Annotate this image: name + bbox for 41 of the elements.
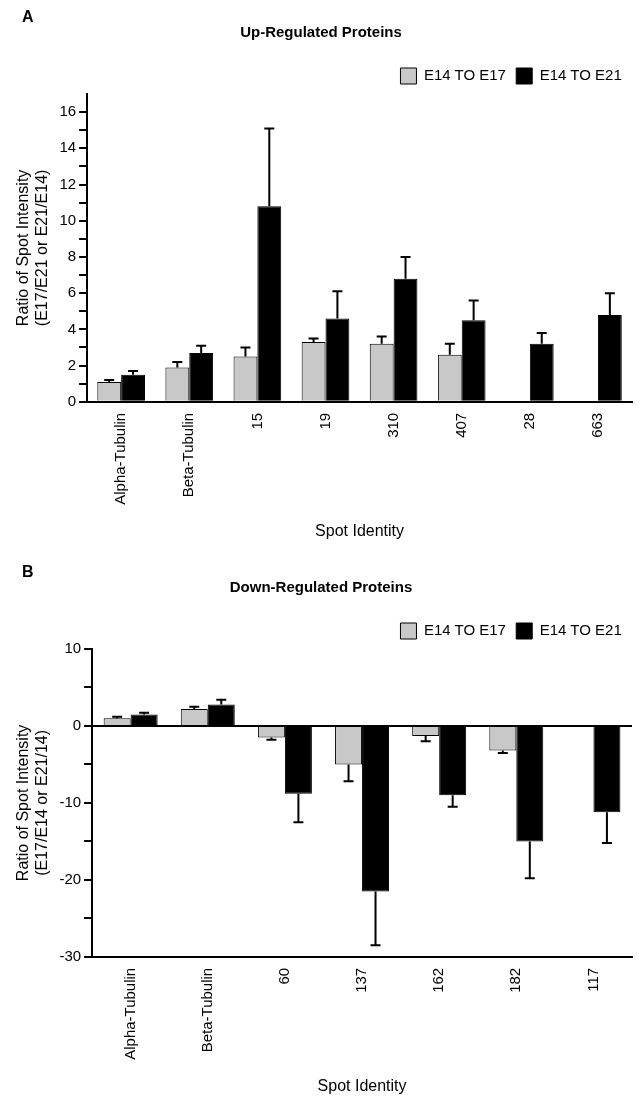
text: B xyxy=(22,563,34,581)
y-tick-label: 0 xyxy=(67,391,77,409)
chart-title: Up-Regulated Proteins xyxy=(240,23,402,41)
x-tick-label: 162 xyxy=(429,967,447,993)
y-tick-label: 4 xyxy=(67,319,77,337)
x-tick-label: Beta-Tubulin xyxy=(179,412,197,498)
x-tick-label: 15 xyxy=(247,412,265,430)
x-tick-label: Alpha-Tubulin xyxy=(120,967,138,1060)
y-tick-label: 12 xyxy=(59,174,77,192)
y-tick-label: 10 xyxy=(64,639,82,657)
x-tick-label: 28 xyxy=(519,412,537,430)
text: A xyxy=(22,8,34,26)
y-tick-label: 0 xyxy=(72,716,82,734)
x-tick-label: 663 xyxy=(588,412,606,438)
y-tick-label: 8 xyxy=(67,247,77,265)
x-tick-label: 182 xyxy=(506,967,524,993)
x-tick-label: 19 xyxy=(315,412,333,430)
y-tick-label: -30 xyxy=(59,946,82,964)
x-tick-label: 310 xyxy=(383,412,401,438)
y-tick-label: -20 xyxy=(59,869,82,887)
x-axis-title: Spot Identity xyxy=(315,521,405,539)
x-axis-title: Spot Identity xyxy=(317,1076,407,1094)
x-tick-label: 117 xyxy=(583,967,601,992)
y-tick-label: 14 xyxy=(59,138,77,156)
y-tick-label: 2 xyxy=(67,355,77,373)
x-tick-label: Alpha-Tubulin xyxy=(111,412,129,505)
y-tick-label: -10 xyxy=(59,793,82,811)
y-axis-title: Ratio of Spot Intensity (E17/E21 or E21/E14) xyxy=(14,169,51,327)
y-tick-label: 10 xyxy=(59,210,77,228)
y-tick-label: 16 xyxy=(59,102,77,120)
legend-label: E14 TO E21 xyxy=(539,621,622,639)
legend-label: E14 TO E17 xyxy=(423,621,506,639)
legend-label: E14 TO E17 xyxy=(423,66,506,84)
x-tick-label: Beta-Tubulin xyxy=(197,967,215,1053)
x-tick-label: 60 xyxy=(275,967,293,985)
y-axis-title: Ratio of Spot Intensity (E17/E14 or E21/14) xyxy=(14,724,51,882)
chart-title: Down-Regulated Proteins xyxy=(229,578,413,596)
legend-label: E14 TO E21 xyxy=(539,66,622,84)
x-tick-label: 407 xyxy=(451,412,469,438)
x-tick-label: 137 xyxy=(352,967,370,993)
y-tick-label: 6 xyxy=(67,283,77,301)
